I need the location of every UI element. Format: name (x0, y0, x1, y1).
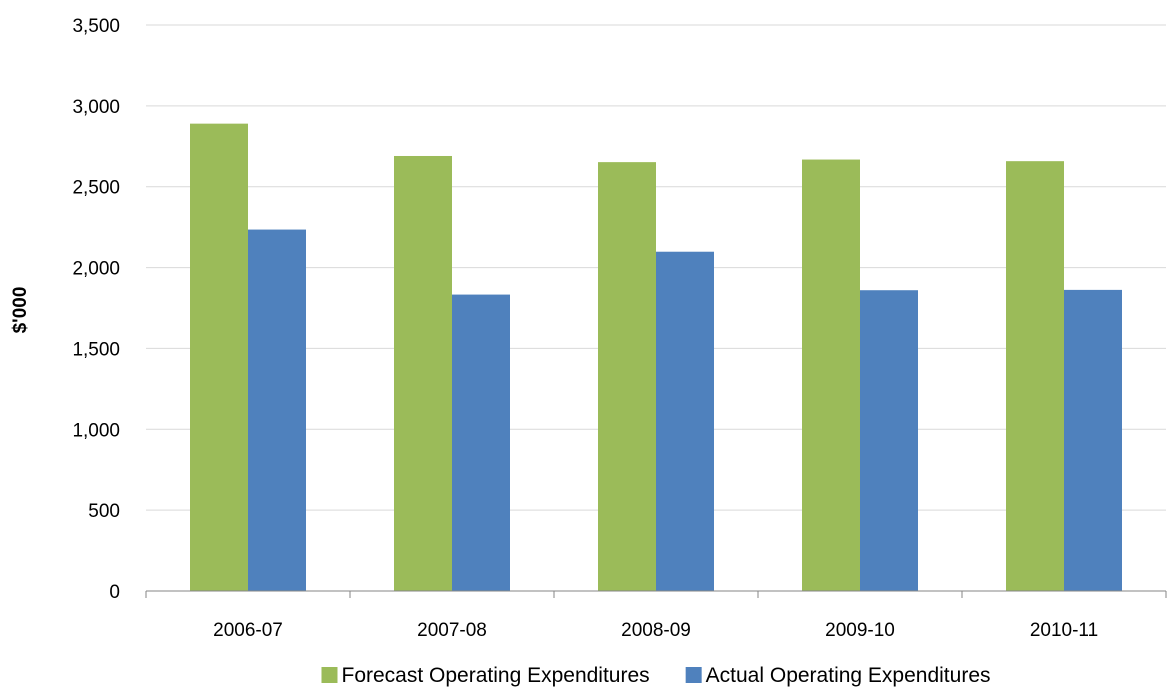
bar (452, 294, 510, 591)
bar (1006, 161, 1064, 591)
bar (248, 229, 306, 591)
x-tick-label: 2008-09 (621, 620, 691, 641)
y-tick-label: 2,500 (72, 178, 120, 199)
y-tick-label: 1,500 (72, 339, 120, 360)
y-tick-label: 3,500 (72, 16, 120, 37)
x-tick-label: 2009-10 (825, 620, 895, 641)
x-tick-label: 2006-07 (213, 620, 283, 641)
legend-swatch (685, 667, 702, 683)
bar (394, 155, 452, 591)
legend-label: Forecast Operating Expenditures (341, 664, 649, 687)
bar (190, 123, 248, 591)
y-tick-label: 2,000 (72, 259, 120, 280)
legend-swatch (321, 667, 338, 683)
legend-label: Actual Operating Expenditures (706, 664, 991, 687)
bar (802, 159, 860, 592)
legend: Forecast Operating Expenditures Actual Op… (321, 664, 991, 687)
y-tick-label: 3,000 (72, 97, 120, 118)
legend-item: Forecast Operating Expenditures (321, 664, 650, 687)
x-tick-label: 2007-08 (417, 620, 487, 641)
y-axis-title: $'000 (10, 287, 31, 334)
bar (656, 251, 714, 591)
axes (145, 590, 1167, 598)
legend-item: Actual Operating Expenditures (685, 664, 991, 687)
y-tick-label: 500 (88, 501, 120, 522)
bar (598, 162, 656, 591)
x-tick-label: 2010-11 (1030, 620, 1098, 641)
y-tick-labels: 0 500 1,000 1,500 2,000 2,500 3,000 3,500 (72, 16, 120, 603)
bar (860, 290, 918, 591)
bar (1064, 289, 1122, 591)
y-tick-label: 0 (109, 582, 120, 603)
y-tick-label: 1,000 (72, 420, 120, 441)
x-tick-labels: 2006-07 2007-08 2008-09 2009-10 2010-11 (213, 620, 1098, 641)
bars (190, 123, 1122, 592)
